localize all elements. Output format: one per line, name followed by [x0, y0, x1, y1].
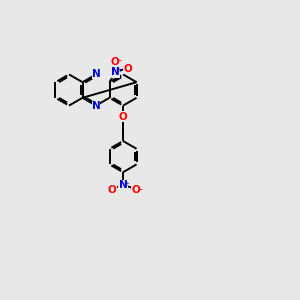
Text: -: -: [139, 184, 143, 194]
Text: O: O: [124, 64, 133, 74]
Text: O: O: [131, 185, 140, 195]
Text: +: +: [116, 67, 122, 73]
Text: N: N: [111, 67, 120, 77]
Text: -: -: [118, 55, 122, 65]
Text: O: O: [119, 112, 128, 122]
Text: O: O: [107, 185, 116, 195]
Text: N: N: [119, 180, 128, 190]
Text: O: O: [111, 57, 120, 67]
Text: N: N: [92, 69, 100, 80]
Text: N: N: [92, 100, 100, 111]
Text: +: +: [124, 181, 130, 187]
